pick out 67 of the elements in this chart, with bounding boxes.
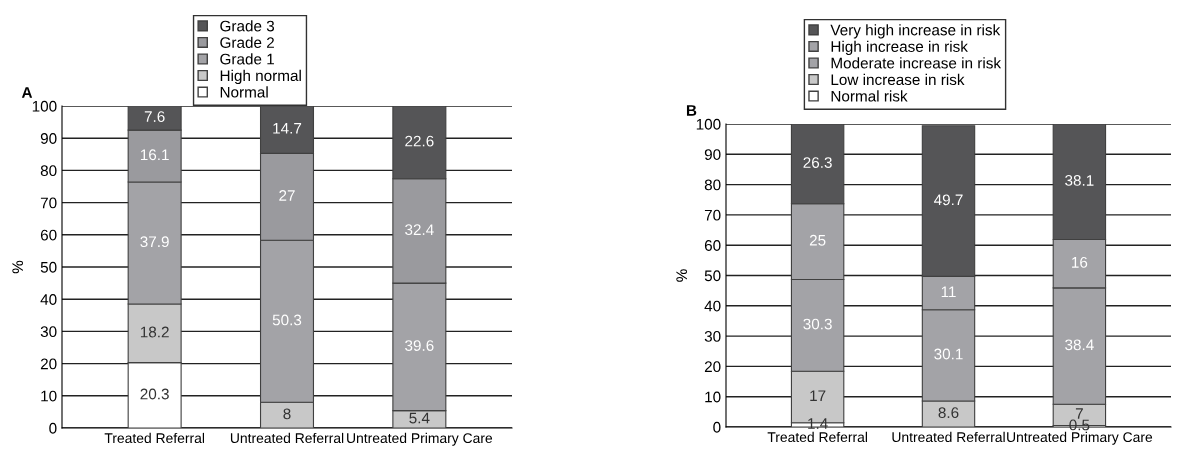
legend-label: Grade 2	[220, 36, 274, 48]
y-tick-label: 50	[40, 261, 57, 273]
y-tick-label: 50	[704, 270, 721, 282]
x-tick-label: Treated Referral	[767, 431, 867, 443]
y-tick-label: 90	[704, 149, 721, 160]
legend-label: Moderate increase in risk	[831, 57, 1002, 69]
y-tick-label: 30	[704, 330, 721, 342]
y-axis-title: %	[12, 260, 24, 274]
data-label: 8	[283, 408, 291, 420]
data-label: 7	[1075, 408, 1083, 419]
data-label: 37.9	[140, 236, 169, 248]
x-tick-label: Untreated Primary Care	[347, 432, 493, 446]
data-label: 25	[809, 234, 826, 246]
y-tick-label: 10	[41, 390, 57, 402]
y-tick-label: 90	[40, 133, 57, 144]
data-label: 50.3	[272, 314, 302, 326]
chart-title: B	[686, 105, 697, 116]
x-tick-label: Untreated Referral	[230, 432, 344, 444]
x-tick-label: Treated Referral	[104, 432, 205, 444]
y-tick-label: 60	[704, 240, 721, 251]
y-tick-label: 80	[40, 165, 57, 177]
y-tick-label: 20	[40, 358, 57, 370]
legend-label: Low increase in risk	[831, 73, 965, 86]
data-label: 17	[810, 390, 826, 401]
data-label: 26.3	[803, 157, 832, 168]
legend-label: Very high increase in risk	[830, 24, 1001, 39]
data-label: 11	[941, 286, 956, 298]
y-tick-label: 60	[40, 229, 57, 241]
y-tick-label: 10	[705, 391, 721, 403]
y-tick-label: 40	[704, 300, 721, 312]
data-label: 5.4	[409, 412, 430, 424]
y-tick-label: 0	[49, 422, 57, 434]
data-label: 38.1	[1065, 175, 1094, 186]
y-tick-label: 40	[40, 294, 57, 305]
data-label: 16.1	[140, 149, 169, 161]
data-label: 22.6	[405, 135, 434, 147]
legend-label: Normal risk	[831, 90, 908, 102]
y-tick-label: 0	[713, 421, 721, 433]
data-label: 30.3	[803, 318, 832, 330]
data-label: 32.4	[405, 224, 434, 236]
x-tick-label: Untreated Primary Care	[1007, 431, 1153, 445]
legend-label: High increase in risk	[831, 40, 968, 55]
x-tick-label: Untreated Referral	[892, 431, 1005, 443]
legend-label: Normal	[220, 86, 268, 98]
legend-label: Grade 1	[220, 53, 274, 65]
data-label: 27	[279, 190, 295, 201]
data-label: 38.4	[1065, 339, 1094, 351]
data-label: 16	[1072, 256, 1088, 268]
y-tick-label: 20	[704, 361, 721, 373]
y-tick-label: 30	[40, 326, 57, 338]
data-label: 20.3	[140, 388, 169, 400]
legend-label: High normal	[220, 69, 301, 85]
y-axis-title: %	[676, 269, 688, 282]
y-tick-label: 70	[40, 197, 57, 209]
data-label: 8.6	[938, 407, 959, 419]
legend-label: Grade 3	[220, 20, 275, 32]
data-label: 49.7	[933, 194, 963, 206]
y-tick-label: 100	[696, 118, 721, 130]
data-label: 7.6	[144, 111, 165, 123]
data-label: 30.1	[934, 348, 963, 360]
data-label: 14.7	[273, 123, 302, 134]
data-label: 39.6	[405, 340, 434, 351]
y-tick-label: 70	[704, 209, 721, 221]
data-label: 18.2	[140, 326, 169, 338]
chart-title: A	[21, 87, 33, 98]
y-tick-label: 80	[704, 179, 721, 191]
y-tick-label: 100	[32, 100, 57, 112]
